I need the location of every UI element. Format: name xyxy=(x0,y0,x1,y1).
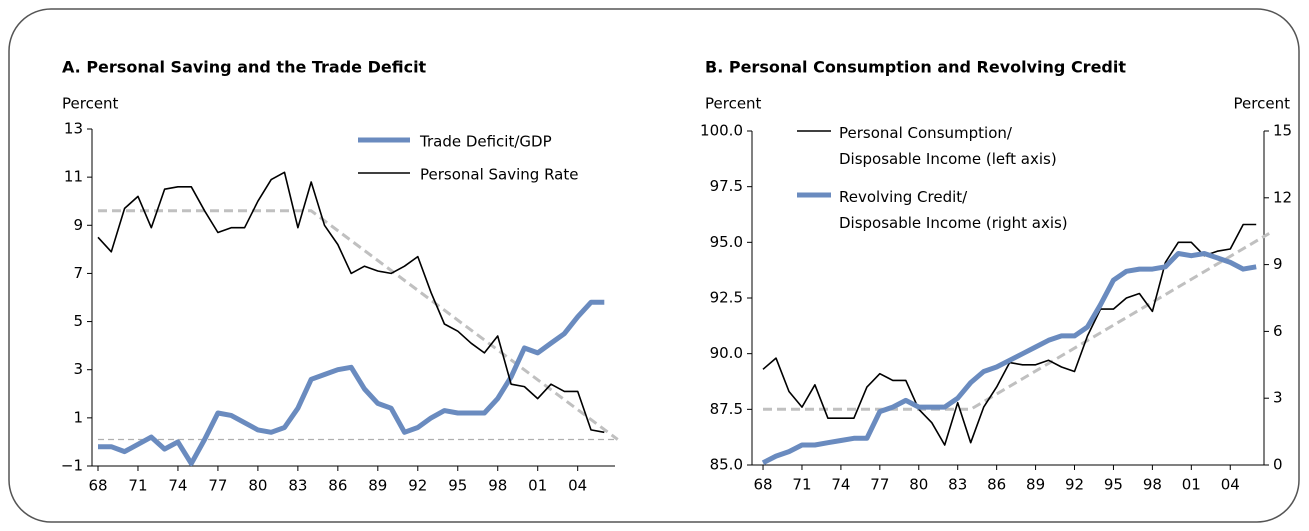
y-tick-label: 7 xyxy=(73,264,83,282)
x-tick-label: 80 xyxy=(248,477,267,495)
y-tick-label: 85.0 xyxy=(710,456,743,474)
x-tick-label: 77 xyxy=(208,477,227,495)
y-tick-label: 100.0 xyxy=(700,122,743,140)
y-tick-label: −1 xyxy=(61,457,83,475)
y-axis-label: Percent xyxy=(62,95,119,113)
x-tick-label: 71 xyxy=(792,476,811,494)
x-tick-label: 68 xyxy=(88,477,107,495)
y-tick-label: 95.0 xyxy=(710,233,743,251)
chart-title: A. Personal Saving and the Trade Deficit xyxy=(62,58,427,77)
x-tick-label: 04 xyxy=(1221,476,1240,494)
series-line xyxy=(761,251,1257,466)
x-tick-label: 68 xyxy=(753,476,772,494)
y2-axis-label: Percent xyxy=(1234,95,1291,113)
y-tick-label: 5 xyxy=(73,312,83,330)
legend-label: Revolving Credit/Disposable Income (righ… xyxy=(839,188,1068,232)
y2-tick-label: 3 xyxy=(1273,389,1283,407)
trend-line xyxy=(763,232,1270,411)
y2-tick-label: 9 xyxy=(1273,255,1283,273)
x-tick-label: 95 xyxy=(1104,476,1123,494)
y-tick-label: 92.5 xyxy=(710,289,743,307)
series-line xyxy=(98,299,605,467)
x-tick-label: 74 xyxy=(168,477,187,495)
x-tick-label: 01 xyxy=(528,477,547,495)
x-tick-label: 89 xyxy=(368,477,387,495)
x-tick-label: 80 xyxy=(909,476,928,494)
x-tick-label: 86 xyxy=(987,476,1006,494)
y-tick-label: 1 xyxy=(73,408,83,426)
y2-tick-label: 12 xyxy=(1273,188,1292,206)
x-tick-label: 98 xyxy=(488,477,507,495)
series-line xyxy=(97,171,605,434)
x-tick-label: 04 xyxy=(568,477,587,495)
legend-label: Trade Deficit/GDP xyxy=(419,133,552,151)
x-tick-label: 83 xyxy=(288,477,307,495)
x-tick-label: 89 xyxy=(1026,476,1045,494)
y-tick-label: 11 xyxy=(64,168,83,186)
x-tick-label: 86 xyxy=(328,477,347,495)
x-tick-label: 95 xyxy=(448,477,467,495)
legend-label: Personal Saving Rate xyxy=(420,166,578,184)
y2-tick-label: 15 xyxy=(1273,122,1292,140)
legend-label: Personal Consumption/Disposable Income (… xyxy=(839,124,1057,168)
x-tick-label: 92 xyxy=(408,477,427,495)
y-tick-label: 13 xyxy=(64,120,83,138)
x-tick-label: 77 xyxy=(870,476,889,494)
x-tick-label: 98 xyxy=(1143,476,1162,494)
y-tick-label: 9 xyxy=(73,216,83,234)
frame xyxy=(8,8,1300,523)
y2-tick-label: 0 xyxy=(1273,456,1283,474)
y-tick-label: 97.5 xyxy=(710,177,743,195)
y-tick-label: 87.5 xyxy=(710,400,743,418)
y-tick-label: 3 xyxy=(73,360,83,378)
x-tick-label: 83 xyxy=(948,476,967,494)
y2-tick-label: 6 xyxy=(1273,322,1283,340)
x-tick-label: 74 xyxy=(831,476,850,494)
y-axis-label: Percent xyxy=(705,95,762,113)
x-tick-label: 71 xyxy=(128,477,147,495)
chart-title: B. Personal Consumption and Revolving Cr… xyxy=(705,58,1126,77)
y-tick-label: 90.0 xyxy=(710,344,743,362)
x-tick-label: 01 xyxy=(1182,476,1201,494)
x-tick-label: 92 xyxy=(1065,476,1084,494)
